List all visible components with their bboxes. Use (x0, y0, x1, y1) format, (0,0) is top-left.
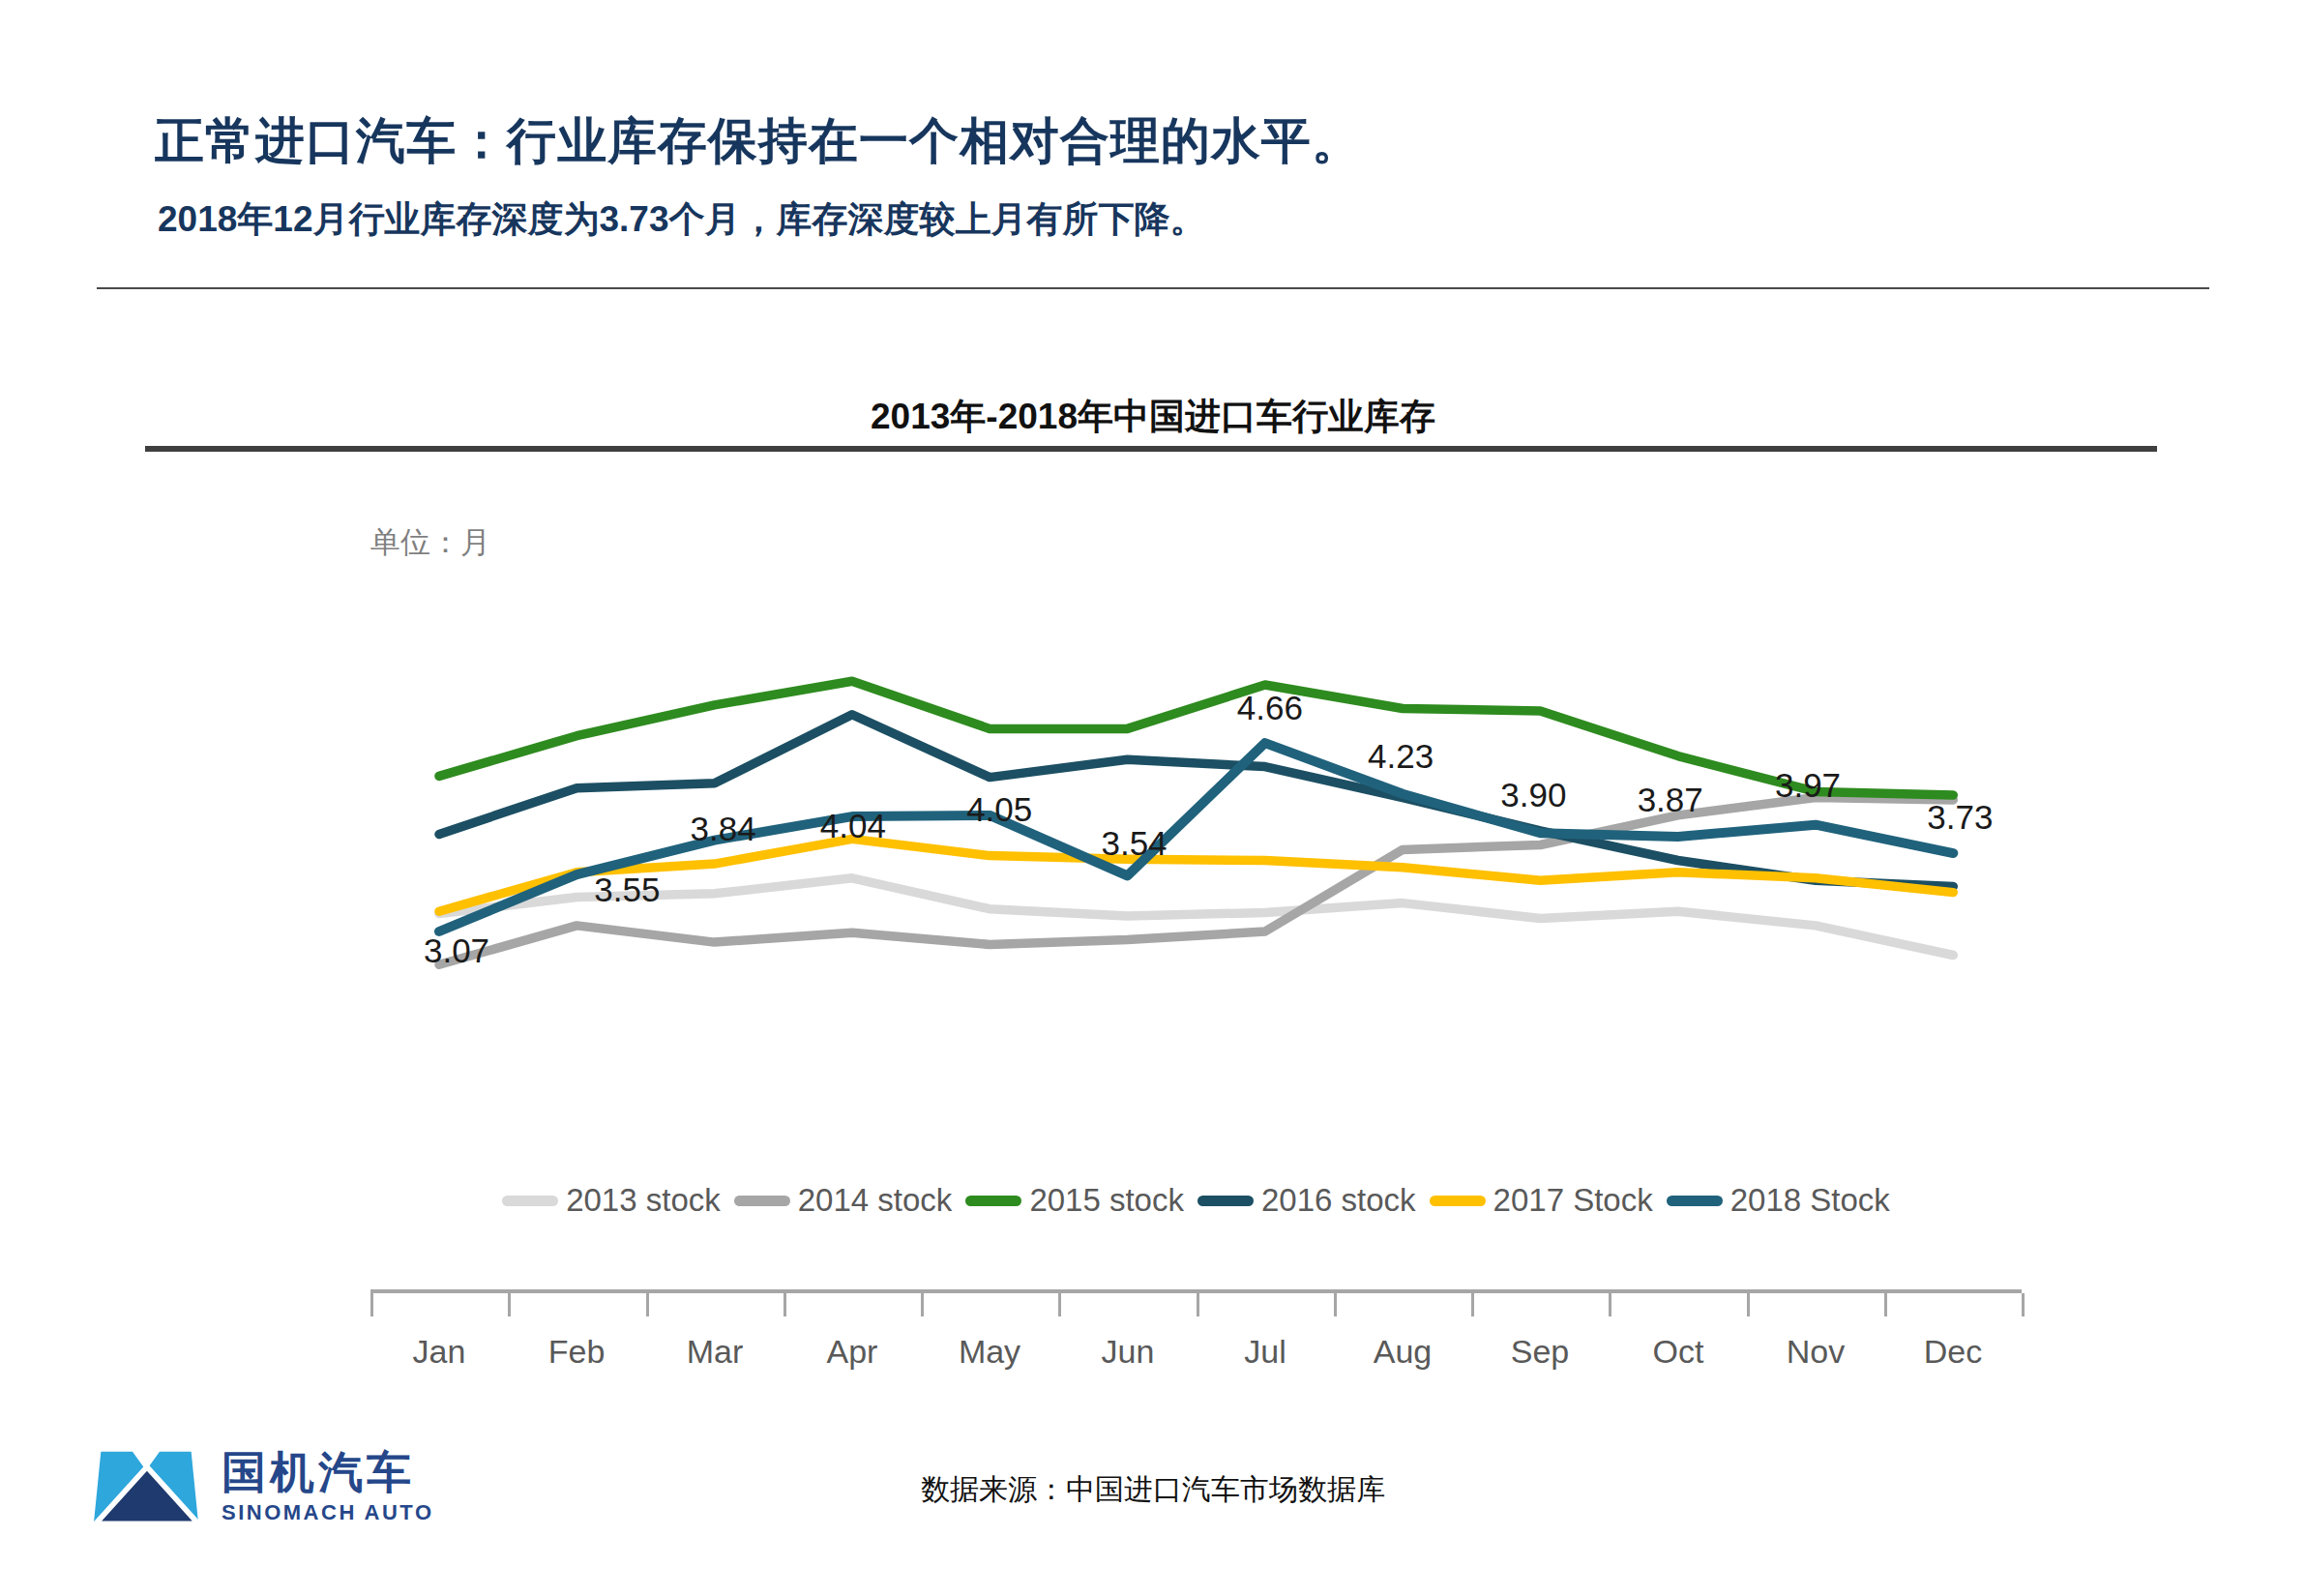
month-label-may: May (921, 1333, 1058, 1371)
legend-swatch (734, 1196, 790, 1206)
unit-label: 单位：月 (370, 522, 490, 563)
legend-label: 2014 stock (798, 1182, 953, 1219)
legend-item-2014: 2014 stock (734, 1182, 953, 1219)
data-label-2018: 4.05 (966, 790, 1032, 828)
legend-label: 2013 stock (566, 1182, 721, 1219)
data-label-2018: 3.97 (1775, 766, 1841, 804)
month-label-apr: Apr (783, 1333, 921, 1371)
series-line-2013 (439, 878, 1953, 956)
x-axis-tick (921, 1293, 924, 1316)
data-label-2018: 3.73 (1927, 798, 1993, 836)
page-title: 正常进口汽车：行业库存保持在一个相对合理的水平。 (155, 108, 1362, 175)
series-line-2014 (439, 798, 1953, 965)
legend-label: 2017 Stock (1493, 1182, 1653, 1219)
x-axis-tick (508, 1293, 511, 1316)
logo-text: 国机汽车 SINOMACH AUTO (222, 1450, 434, 1525)
legend-swatch (1667, 1196, 1723, 1206)
x-axis-tick (1058, 1293, 1061, 1316)
legend-item-2015: 2015 stock (965, 1182, 1184, 1219)
logo-name-cn: 国机汽车 (222, 1450, 434, 1494)
legend-swatch (1430, 1196, 1486, 1206)
legend-label: 2016 stock (1261, 1182, 1416, 1219)
data-label-2018: 3.84 (691, 810, 756, 847)
header-divider (97, 287, 2209, 289)
x-axis-tick (1884, 1293, 1887, 1316)
month-label-nov: Nov (1747, 1333, 1884, 1371)
chart-legend: 2013 stock 2014 stock 2015 stock 2016 stock… (370, 1182, 2022, 1219)
page-subtitle: 2018年12月行业库存深度为3.73个月，库存深度较上月有所下降。 (158, 195, 1205, 244)
legend-item-2018: 2018 Stock (1667, 1182, 1890, 1219)
data-label-2018: 4.23 (1368, 737, 1434, 775)
chart-title: 2013年-2018年中国进口车行业库存 (0, 393, 2306, 441)
month-label-jan: Jan (370, 1333, 508, 1371)
x-axis-tick (1471, 1293, 1474, 1316)
month-label-jun: Jun (1059, 1333, 1197, 1371)
legend-label: 2015 stock (1029, 1182, 1184, 1219)
x-axis-tick (370, 1293, 373, 1316)
data-label-2018: 3.55 (594, 871, 660, 908)
month-label-dec: Dec (1884, 1333, 2022, 1371)
legend-item-2016: 2016 stock (1197, 1182, 1416, 1219)
x-axis-tick (1197, 1293, 1199, 1316)
logo-name-en: SINOMACH AUTO (222, 1500, 434, 1525)
data-label-2018: 3.54 (1101, 824, 1167, 862)
x-axis-tick (1334, 1293, 1337, 1316)
month-label-sep: Sep (1471, 1333, 1609, 1371)
data-label-2018: 4.04 (820, 807, 886, 844)
x-axis-tick (646, 1293, 649, 1316)
data-label-2018: 3.07 (424, 931, 489, 969)
data-label-2018: 3.90 (1500, 776, 1566, 813)
month-label-jul: Jul (1197, 1333, 1334, 1371)
line-chart: 3.07 3.55 3.84 4.04 4.05 3.54 4.66 4.23 3.90 3.87… (368, 629, 2031, 1035)
legend-swatch (1197, 1196, 1254, 1206)
month-label-feb: Feb (508, 1333, 645, 1371)
chart-title-divider (145, 446, 2157, 452)
legend-swatch (502, 1196, 558, 1206)
legend-item-2013: 2013 stock (502, 1182, 721, 1219)
x-axis-tick (783, 1293, 786, 1316)
x-axis-tick (2022, 1293, 2025, 1316)
legend-swatch (965, 1196, 1021, 1206)
legend-item-2017: 2017 Stock (1430, 1182, 1653, 1219)
month-label-mar: Mar (646, 1333, 783, 1371)
data-label-2018: 4.66 (1237, 689, 1303, 726)
series-line-2015 (439, 681, 1953, 795)
data-label-2018: 3.87 (1638, 781, 1703, 818)
company-logo: 国机汽车 SINOMACH AUTO (92, 1439, 434, 1536)
month-label-oct: Oct (1610, 1333, 1747, 1371)
legend-label: 2018 Stock (1730, 1182, 1890, 1219)
x-axis-tick (1747, 1293, 1750, 1316)
x-axis-tick (1609, 1293, 1611, 1316)
sinomach-logo-icon (92, 1439, 200, 1536)
month-label-aug: Aug (1334, 1333, 1471, 1371)
